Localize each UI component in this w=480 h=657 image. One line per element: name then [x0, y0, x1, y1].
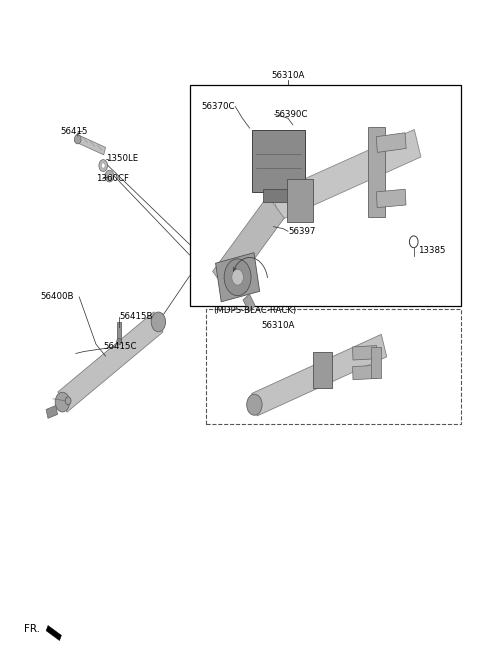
Text: 56415C: 56415C — [103, 342, 137, 351]
Text: 56310A: 56310A — [271, 71, 305, 80]
Text: 1360CF: 1360CF — [96, 174, 129, 183]
Bar — [206, 309, 461, 424]
Bar — [313, 352, 332, 388]
Bar — [252, 130, 305, 193]
Polygon shape — [371, 347, 381, 378]
Bar — [190, 85, 461, 306]
Bar — [263, 189, 294, 202]
Text: 56390C: 56390C — [275, 110, 308, 119]
Polygon shape — [46, 625, 61, 641]
Circle shape — [74, 135, 81, 144]
Polygon shape — [213, 196, 284, 294]
Text: 56400B: 56400B — [41, 292, 74, 302]
Circle shape — [99, 160, 108, 171]
Text: 1350LE: 1350LE — [106, 154, 138, 164]
Circle shape — [117, 338, 121, 345]
Circle shape — [55, 392, 70, 412]
Text: FR.: FR. — [24, 624, 40, 635]
Circle shape — [247, 394, 262, 415]
Circle shape — [151, 312, 166, 332]
Text: 56415B: 56415B — [119, 312, 153, 321]
Circle shape — [65, 397, 71, 405]
Circle shape — [232, 269, 243, 285]
Text: (MDPS-BLAC-RACK): (MDPS-BLAC-RACK) — [214, 306, 297, 315]
Circle shape — [224, 259, 251, 296]
Polygon shape — [273, 129, 421, 221]
Text: 56397: 56397 — [288, 227, 315, 236]
Bar — [287, 179, 313, 222]
Text: 56310A: 56310A — [262, 321, 295, 330]
Polygon shape — [58, 312, 163, 412]
Polygon shape — [75, 134, 106, 155]
Polygon shape — [252, 334, 387, 416]
Circle shape — [409, 236, 418, 248]
Text: 56415: 56415 — [60, 127, 87, 136]
Text: 56370C: 56370C — [202, 102, 235, 111]
Circle shape — [105, 170, 114, 182]
Polygon shape — [376, 133, 406, 152]
Circle shape — [101, 163, 105, 168]
Polygon shape — [376, 189, 406, 208]
Polygon shape — [353, 346, 377, 360]
Polygon shape — [353, 365, 377, 380]
Polygon shape — [216, 253, 260, 302]
Polygon shape — [117, 322, 121, 342]
Text: 13385: 13385 — [418, 246, 445, 256]
Circle shape — [108, 173, 111, 179]
Polygon shape — [46, 405, 58, 419]
Polygon shape — [368, 127, 385, 217]
Polygon shape — [243, 294, 255, 311]
